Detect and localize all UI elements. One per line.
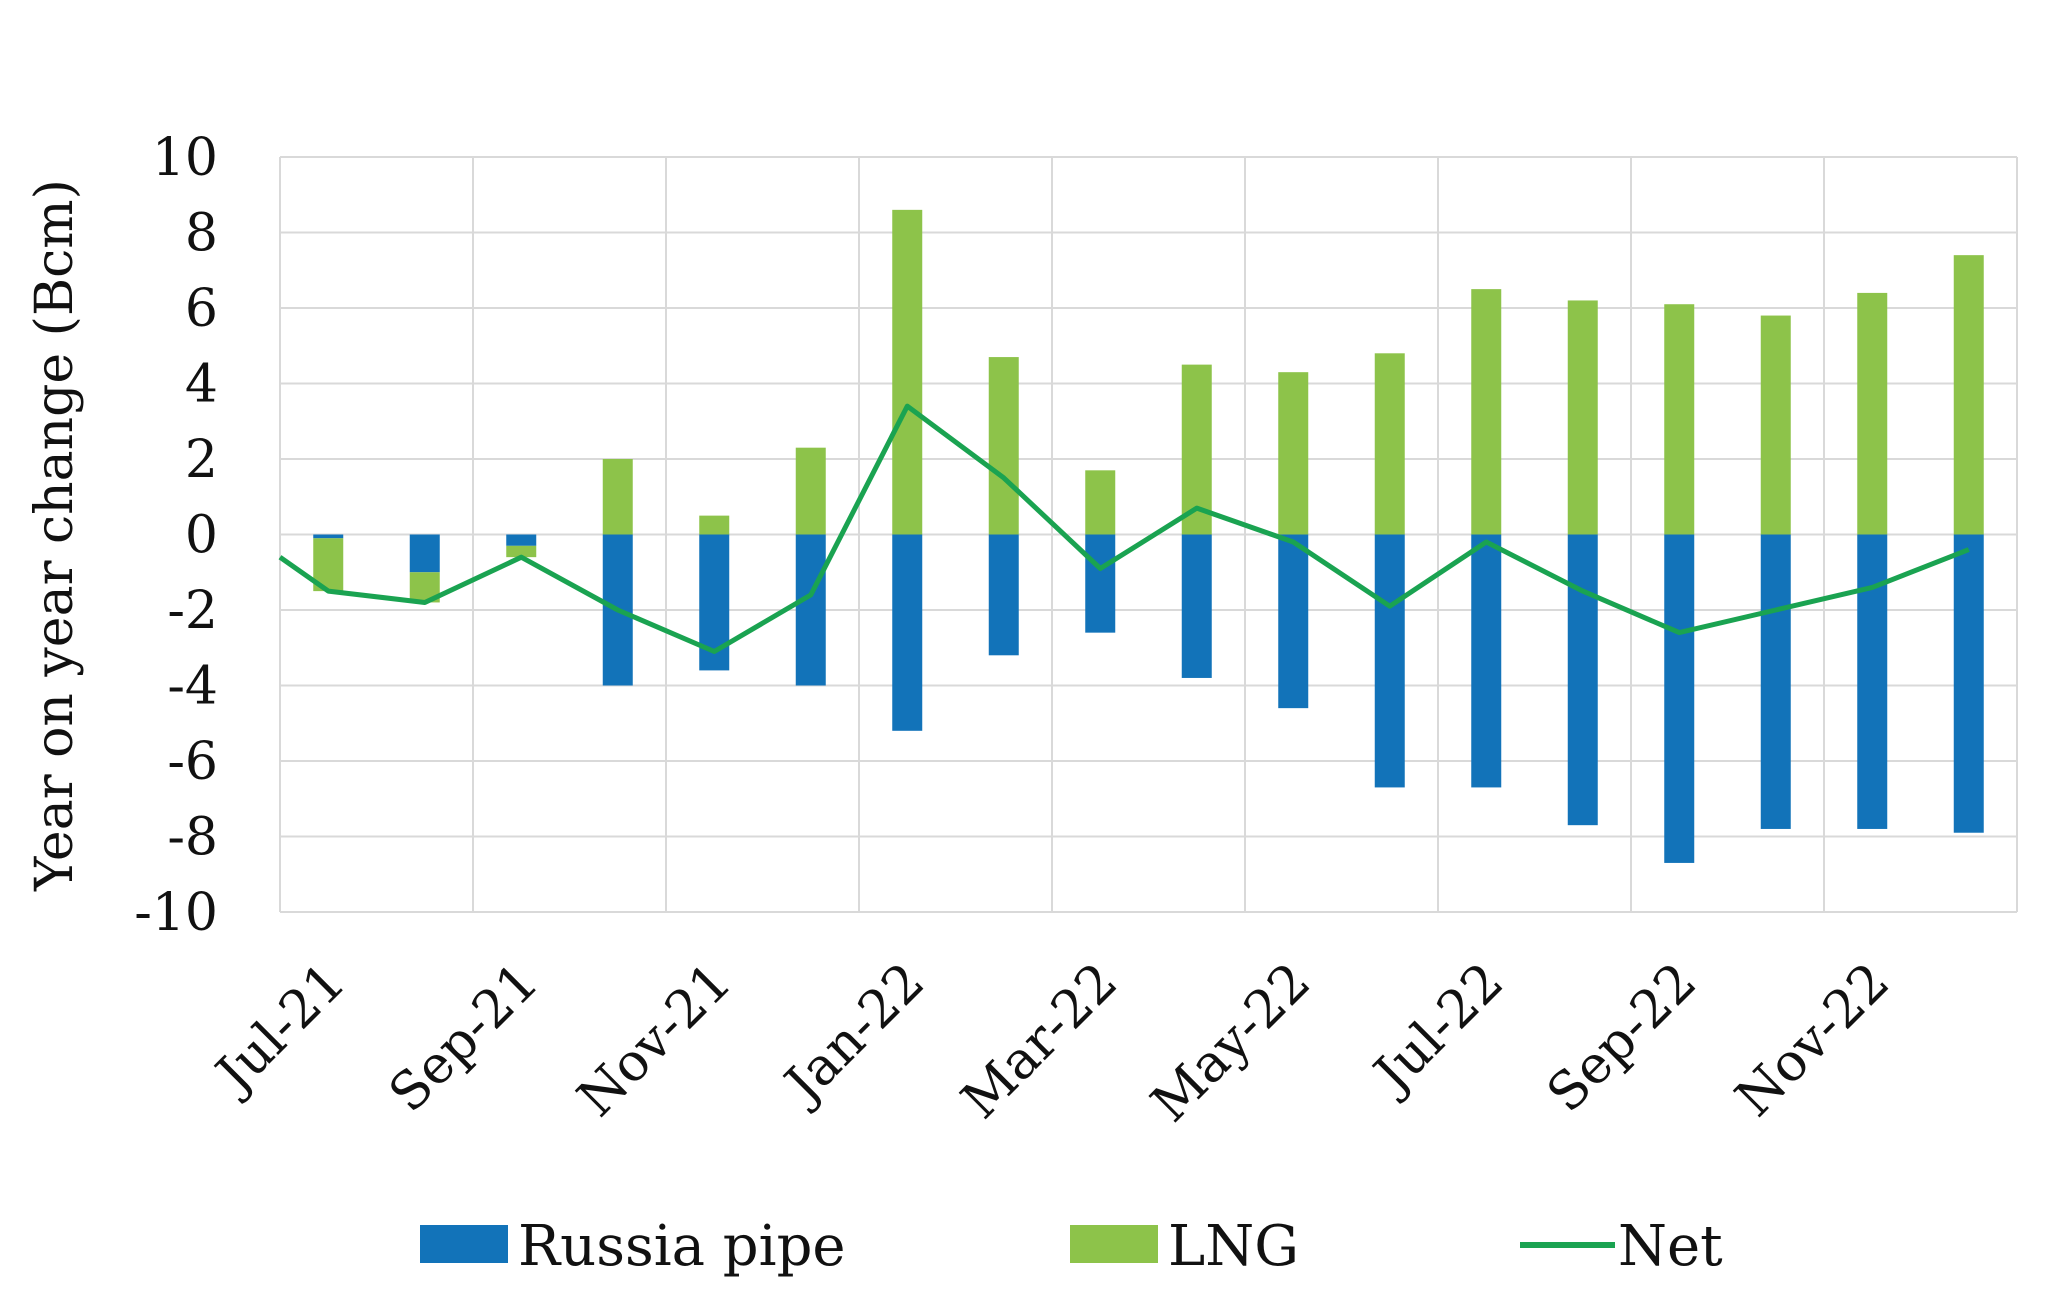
y-tick-label: 6 <box>185 279 218 339</box>
y-tick-label: 4 <box>185 355 218 415</box>
x-tick-label: Jul-22 <box>1360 952 1515 1107</box>
x-tick-label: Mar-22 <box>950 952 1129 1131</box>
legend-label-russia-pipe: Russia pipe <box>518 1214 846 1279</box>
y-tick-label: 8 <box>185 204 218 264</box>
x-tick-label: Jul-21 <box>202 952 357 1107</box>
legend-swatch-lng <box>1070 1225 1158 1263</box>
y-tick-label: -6 <box>167 732 218 792</box>
legend: Russia pipe LNG Net <box>420 1214 1723 1279</box>
bar-lng <box>988 357 1019 535</box>
y-tick-label: -8 <box>167 808 218 868</box>
bar-russia-pipe <box>1374 534 1405 788</box>
bar-lng <box>795 447 826 535</box>
net-line-group <box>278 403 1970 654</box>
bar-russia-pipe <box>1664 534 1695 863</box>
x-tick-label: Nov-22 <box>1724 952 1901 1129</box>
bar-russia-pipe <box>1471 534 1502 788</box>
legend-label-lng: LNG <box>1168 1214 1299 1279</box>
y-tick-label: 0 <box>185 506 218 566</box>
x-tick-label: May-22 <box>1140 952 1322 1134</box>
legend-swatch-russia-pipe <box>420 1225 508 1263</box>
bar-russia-pipe <box>1085 534 1116 633</box>
bar-lng <box>1471 289 1502 535</box>
legend-label-net: Net <box>1618 1214 1723 1279</box>
y-tick-label: -4 <box>167 657 218 717</box>
bar-lng <box>1085 470 1116 535</box>
x-tick-label: Sep-22 <box>1536 952 1708 1124</box>
gridlines <box>279 156 2018 913</box>
bar-lng <box>506 545 537 558</box>
bar-russia-pipe <box>313 534 344 539</box>
x-tick-label: Sep-21 <box>378 952 550 1124</box>
bar-lng <box>1278 372 1309 535</box>
bar-lng <box>1567 300 1598 535</box>
net-line <box>278 403 1970 654</box>
bar-lng <box>1374 353 1405 535</box>
bar-russia-pipe <box>988 534 1019 656</box>
bar-russia-pipe <box>892 534 923 731</box>
y-tick-label: -2 <box>167 581 218 641</box>
y-tick-label: 10 <box>152 128 218 188</box>
bar-russia-pipe <box>1567 534 1598 826</box>
bar-russia-pipe <box>1181 534 1212 678</box>
bar-russia-pipe <box>1760 534 1791 829</box>
y-axis-ticks: 10 8 6 4 2 0 -2 -4 -6 -8 -10 <box>134 128 218 943</box>
bar-lng <box>1857 292 1888 535</box>
x-axis-ticks: Jul-21 Sep-21 Nov-21 Jan-22 Mar-22 May-22 Jul-… <box>202 952 1901 1134</box>
bar-lng <box>1760 315 1791 535</box>
bar-russia-pipe <box>1857 534 1888 829</box>
bar-lng <box>699 515 730 535</box>
x-tick-label: Nov-21 <box>566 952 743 1129</box>
bar-lng <box>602 459 633 535</box>
x-tick-label: Jan-22 <box>771 952 937 1118</box>
bar-lng <box>892 209 923 535</box>
bar-russia-pipe <box>795 534 826 686</box>
y-tick-label: 2 <box>185 430 218 490</box>
bar-russia-pipe <box>409 534 440 573</box>
y-tick-label: -10 <box>134 883 218 943</box>
bar-russia-pipe <box>1953 534 1984 833</box>
bar-lng <box>1953 255 1984 535</box>
bar-russia-pipe <box>506 534 537 546</box>
bar-lng <box>1664 304 1695 535</box>
y-axis-title: Year on year change (Bcm) <box>25 179 85 892</box>
bar-russia-pipe <box>1278 534 1309 709</box>
